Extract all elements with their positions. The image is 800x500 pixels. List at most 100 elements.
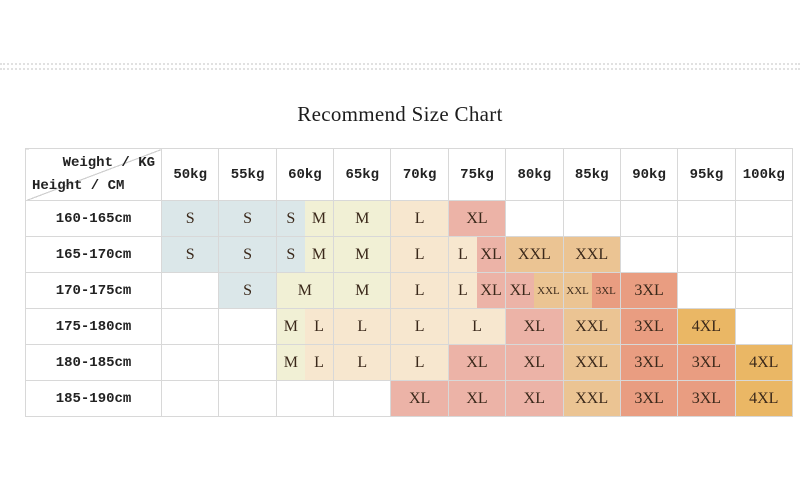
empty-cell: [619, 200, 679, 237]
size-cell: S: [160, 236, 220, 273]
size-label-4XL: 4XL: [736, 345, 792, 380]
size-cell: L: [390, 344, 449, 381]
size-cell: M: [333, 200, 392, 237]
size-label-L: L: [391, 309, 448, 344]
size-cell: L: [390, 308, 449, 345]
size-label-S: S: [277, 237, 305, 272]
size-cell: XL: [447, 200, 507, 237]
size-label-XL: XL: [476, 237, 505, 272]
col-header-80kg: 80kg: [505, 148, 564, 201]
size-cell: M: [333, 236, 392, 273]
size-label-3XL: 3XL: [621, 345, 677, 380]
size-cell: L XL: [447, 236, 507, 273]
size-cell: 4XL: [677, 308, 736, 345]
size-label-3XL: 3XL: [678, 345, 735, 380]
size-cell: 3XL: [619, 380, 679, 417]
empty-cell: [677, 272, 736, 309]
size-label-S: S: [162, 237, 218, 272]
size-label-XXL: XXL: [564, 309, 620, 344]
size-cell: M: [275, 272, 335, 309]
size-label-XXL: XXL: [564, 381, 620, 416]
size-label-L: L: [391, 201, 448, 236]
row-header-160-165cm: 160-165cm: [25, 200, 162, 237]
empty-cell: [505, 200, 564, 237]
weight-axis-label: Weight / KG: [62, 155, 155, 171]
size-cell: S: [218, 272, 277, 309]
col-header-75kg: 75kg: [447, 148, 507, 201]
size-cell: S: [218, 200, 277, 237]
empty-cell: [160, 308, 220, 345]
empty-cell: [333, 380, 392, 417]
size-label-M: M: [277, 309, 305, 344]
size-label-3XL: 3XL: [621, 309, 677, 344]
size-label-L: L: [304, 345, 333, 380]
size-label-3XL: 3XL: [678, 381, 735, 416]
size-cell: 4XL: [734, 344, 794, 381]
empty-cell: [218, 344, 277, 381]
size-label-M: M: [277, 273, 333, 308]
dotted-separator: [0, 63, 800, 70]
col-header-50kg: 50kg: [160, 148, 220, 201]
size-cell: M: [333, 272, 392, 309]
height-axis-label: Height / CM: [32, 178, 125, 194]
size-label-XL: XL: [391, 381, 448, 416]
size-cell: 3XL: [677, 380, 736, 417]
size-cell: XL XXL: [505, 272, 564, 309]
col-header-70kg: 70kg: [390, 148, 449, 201]
size-label-M: M: [304, 201, 333, 236]
size-label-4XL: 4XL: [736, 381, 792, 416]
col-header-95kg: 95kg: [677, 148, 736, 201]
size-cell: L: [390, 200, 449, 237]
size-label-M: M: [304, 237, 333, 272]
size-label-L: L: [449, 237, 477, 272]
size-label-XL: XL: [476, 273, 505, 308]
size-cell: XXL 3XL: [562, 272, 621, 309]
col-header-85kg: 85kg: [562, 148, 621, 201]
table-row: 165-170cm S S S M M L L XL XXL XXL: [25, 236, 794, 273]
size-label-M: M: [277, 345, 305, 380]
size-cell: 3XL: [619, 344, 679, 381]
size-label-XL: XL: [449, 345, 505, 380]
size-label-3XL: 3XL: [621, 381, 677, 416]
size-cell: XL: [505, 344, 564, 381]
empty-cell: [160, 380, 220, 417]
row-header-165-170cm: 165-170cm: [25, 236, 162, 273]
size-label-3XL: 3XL: [591, 273, 620, 308]
size-label-L: L: [334, 309, 390, 344]
size-label-M: M: [334, 201, 390, 236]
size-cell: 3XL: [677, 344, 736, 381]
table-row: 160-165cm S S S M M L XL: [25, 200, 794, 237]
size-cell: XL: [390, 380, 449, 417]
size-cell: L: [333, 344, 392, 381]
empty-cell: [734, 308, 794, 345]
corner-cell: Weight / KG Height / CM: [25, 148, 162, 201]
col-header-90kg: 90kg: [619, 148, 679, 201]
size-label-S: S: [219, 273, 276, 308]
empty-cell: [734, 236, 794, 273]
size-label-XL: XL: [506, 345, 563, 380]
empty-cell: [677, 236, 736, 273]
row-header-180-185cm: 180-185cm: [25, 344, 162, 381]
size-cell: L: [333, 308, 392, 345]
size-cell: L: [447, 308, 507, 345]
size-cell: XXL: [562, 380, 621, 417]
table-row: 175-180cm M L L L L XL XXL 3XL 4XL: [25, 308, 794, 345]
empty-cell: [160, 272, 220, 309]
empty-cell: [677, 200, 736, 237]
size-label-XL: XL: [506, 381, 563, 416]
col-header-100kg: 100kg: [734, 148, 794, 201]
size-label-XL: XL: [449, 381, 505, 416]
size-label-XXL: XXL: [564, 273, 592, 308]
empty-cell: [619, 236, 679, 273]
size-label-L: L: [391, 273, 448, 308]
col-header-65kg: 65kg: [333, 148, 392, 201]
page-title: Recommend Size Chart: [297, 102, 503, 126]
size-cell: 3XL: [619, 272, 679, 309]
size-label-S: S: [219, 237, 276, 272]
size-label-M: M: [334, 273, 390, 308]
size-cell: XL: [447, 344, 507, 381]
size-cell: L XL: [447, 272, 507, 309]
